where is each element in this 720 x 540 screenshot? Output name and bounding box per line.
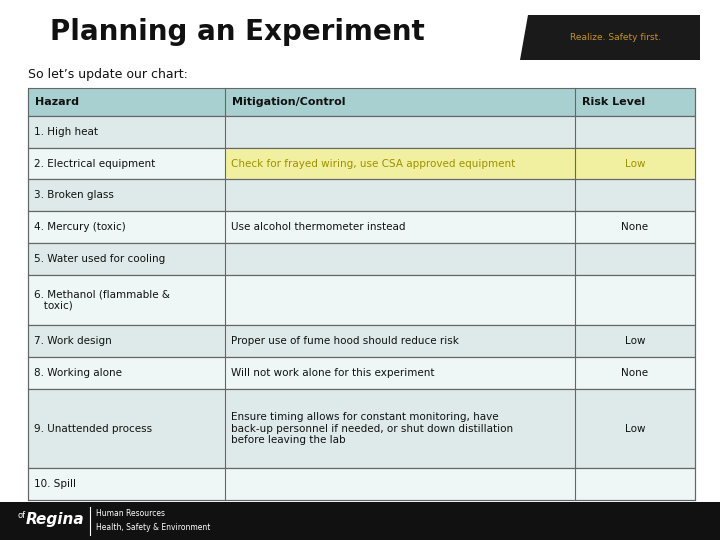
- Bar: [28, 357, 695, 389]
- Text: Human Resources: Human Resources: [96, 509, 165, 518]
- Text: Low: Low: [625, 423, 645, 434]
- Text: 3. Broken glass: 3. Broken glass: [34, 190, 114, 200]
- Text: Ensure timing allows for constant monitoring, have
back-up personnel if needed, : Ensure timing allows for constant monito…: [231, 412, 513, 445]
- Bar: [28, 211, 695, 243]
- Text: Check for frayed wiring, use CSA approved equipment: Check for frayed wiring, use CSA approve…: [231, 159, 515, 168]
- Text: 4. Mercury (toxic): 4. Mercury (toxic): [34, 222, 126, 232]
- Bar: [28, 468, 695, 500]
- Text: Will not work alone for this experiment: Will not work alone for this experiment: [231, 368, 434, 378]
- Bar: [225, 148, 695, 179]
- Text: Low: Low: [625, 159, 645, 168]
- Polygon shape: [520, 15, 700, 60]
- Text: Risk Level: Risk Level: [582, 97, 645, 107]
- Bar: [28, 275, 695, 326]
- Text: Hazard: Hazard: [35, 97, 79, 107]
- Text: None: None: [621, 368, 649, 378]
- Text: Planning an Experiment: Planning an Experiment: [50, 18, 425, 46]
- Text: 8. Working alone: 8. Working alone: [34, 368, 122, 378]
- Text: of: of: [18, 511, 26, 520]
- Text: Mitigation/Control: Mitigation/Control: [232, 97, 346, 107]
- Bar: [28, 116, 695, 148]
- Text: 10. Spill: 10. Spill: [34, 479, 76, 489]
- Text: Proper use of fume hood should reduce risk: Proper use of fume hood should reduce ri…: [231, 336, 459, 346]
- Bar: [28, 88, 695, 116]
- Text: Low: Low: [625, 336, 645, 346]
- Text: Health, Safety & Environment: Health, Safety & Environment: [96, 523, 210, 532]
- Bar: [0, 502, 720, 540]
- Text: 1. High heat: 1. High heat: [34, 127, 98, 137]
- Text: Use alcohol thermometer instead: Use alcohol thermometer instead: [231, 222, 405, 232]
- Text: 7. Work design: 7. Work design: [34, 336, 112, 346]
- Bar: [28, 179, 695, 211]
- Bar: [28, 243, 695, 275]
- Text: 5. Water used for cooling: 5. Water used for cooling: [34, 254, 166, 264]
- Bar: [28, 326, 695, 357]
- Bar: [28, 389, 695, 468]
- Bar: [28, 148, 695, 179]
- Text: 2. Electrical equipment: 2. Electrical equipment: [34, 159, 156, 168]
- Text: Realize. Safety first.: Realize. Safety first.: [570, 33, 662, 43]
- Text: So let’s update our chart:: So let’s update our chart:: [28, 68, 188, 81]
- Text: 9. Unattended process: 9. Unattended process: [34, 423, 152, 434]
- Text: None: None: [621, 222, 649, 232]
- Text: 6. Methanol (flammable &
   toxic): 6. Methanol (flammable & toxic): [34, 289, 170, 311]
- Text: Regina: Regina: [26, 511, 85, 526]
